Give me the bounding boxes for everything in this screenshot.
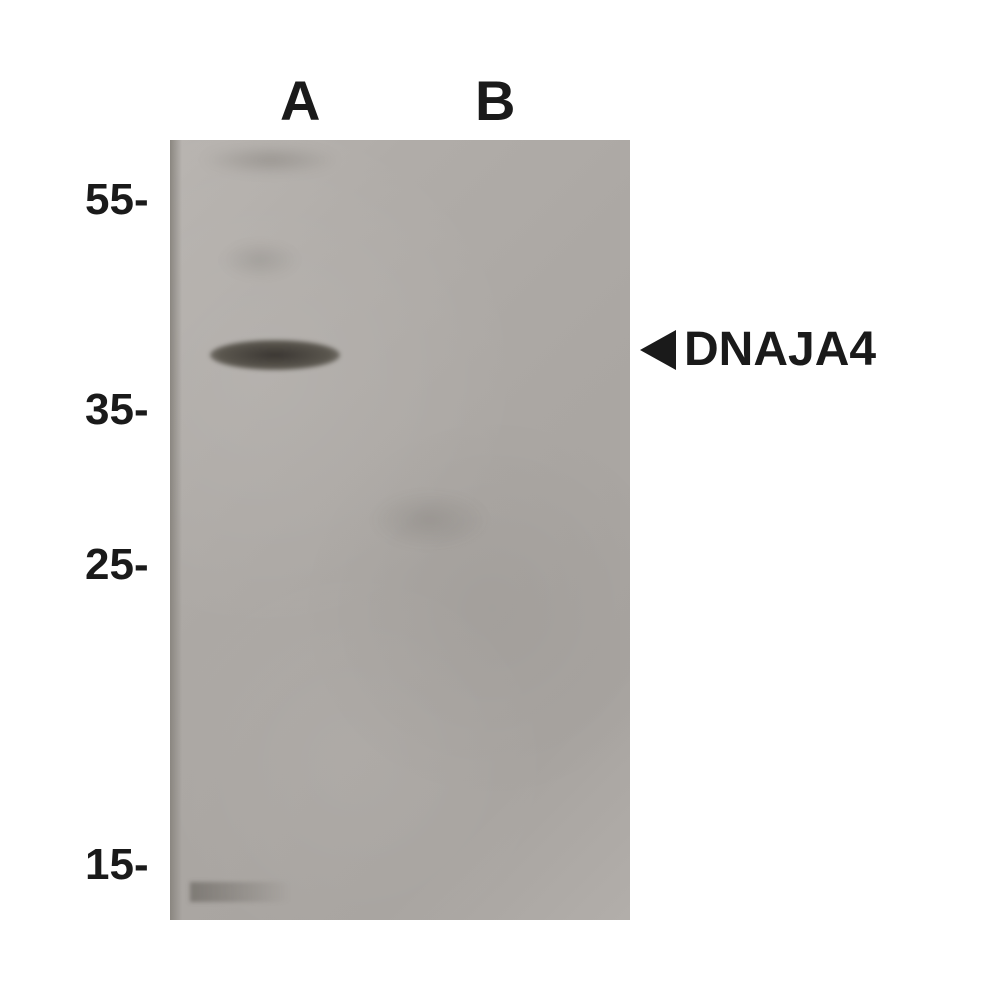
membrane-smudge <box>220 240 300 280</box>
membrane-smudge-top <box>200 145 340 175</box>
protein-name: DNAJA4 <box>684 322 876 377</box>
marker-55: 55- <box>85 175 149 225</box>
membrane-artifact-bottom <box>190 882 290 902</box>
blot-membrane <box>170 140 630 920</box>
marker-15: 15- <box>85 840 149 890</box>
arrow-left-icon <box>640 330 676 370</box>
lane-label-b: B <box>475 68 515 133</box>
protein-label: DNAJA4 <box>640 322 876 377</box>
marker-25: 25- <box>85 540 149 590</box>
membrane-left-edge <box>170 140 182 920</box>
lane-label-a: A <box>280 68 320 133</box>
membrane-smudge <box>370 490 490 550</box>
marker-35: 35- <box>85 385 149 435</box>
protein-band-lane-a <box>210 340 340 370</box>
